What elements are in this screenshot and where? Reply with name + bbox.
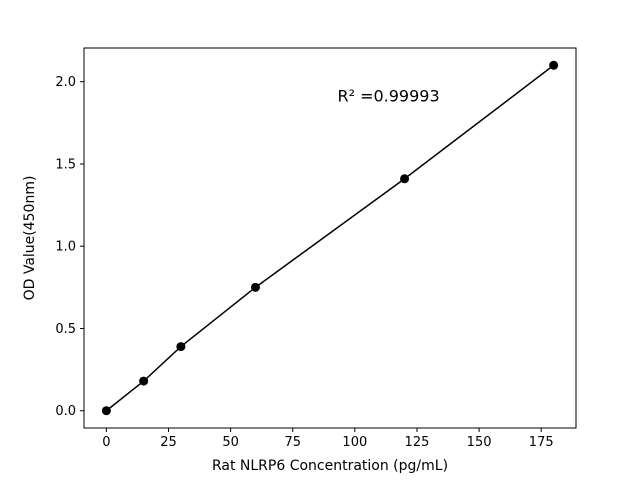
x-axis-label: Rat NLRP6 Concentration (pg/mL) — [212, 458, 448, 474]
data-point — [400, 174, 410, 184]
x-tick-label: 125 — [405, 435, 430, 450]
data-point — [139, 376, 149, 386]
y-tick-label: 1.0 — [55, 240, 76, 255]
data-point — [250, 282, 260, 292]
x-tick-label: 0 — [102, 435, 110, 450]
data-line — [105, 64, 555, 412]
x-tick-label: 50 — [222, 435, 239, 450]
x-tick-label: 150 — [467, 435, 492, 450]
y-tick-label: 0.5 — [55, 322, 76, 337]
y-axis-label: OD Value(450nm) — [22, 176, 38, 301]
plot-spines — [83, 47, 577, 429]
y-tick-label: 1.5 — [55, 157, 76, 172]
data-point — [549, 60, 559, 70]
data-point — [176, 342, 186, 352]
y-tick-label: 2.0 — [55, 75, 76, 90]
x-tick-label: 100 — [342, 435, 367, 450]
r-squared-annotation: R² =0.99993 — [337, 86, 439, 105]
x-tick-label: 175 — [529, 435, 554, 450]
x-tick-label: 25 — [160, 435, 177, 450]
x-tick-label: 75 — [284, 435, 301, 450]
y-tick-label: 0.0 — [55, 404, 76, 419]
data-point — [101, 406, 111, 416]
